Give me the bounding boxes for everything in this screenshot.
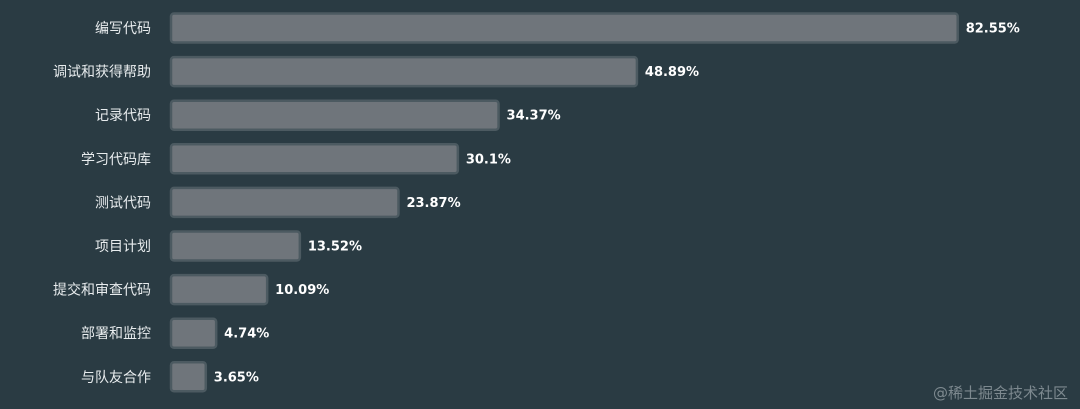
value-label: 48.89% bbox=[645, 65, 699, 80]
watermark: @稀土掘金技术社区 bbox=[932, 384, 1068, 402]
category-label: 提交和审查代码 bbox=[53, 282, 151, 299]
value-label: 30.1% bbox=[466, 152, 511, 167]
category-label: 调试和获得帮助 bbox=[53, 64, 151, 81]
value-label: 10.09% bbox=[275, 283, 329, 298]
bar-7 bbox=[169, 317, 218, 349]
value-label: 23.87% bbox=[406, 196, 460, 211]
bar-1 bbox=[169, 55, 639, 88]
value-label: 13.52% bbox=[308, 240, 362, 255]
bar-8 bbox=[169, 361, 208, 393]
category-label: 部署和监控 bbox=[81, 326, 151, 342]
category-label: 测试代码 bbox=[95, 195, 151, 211]
bar-6 bbox=[169, 273, 269, 306]
category-label: 与队友合作 bbox=[81, 370, 151, 386]
value-label: 3.65% bbox=[214, 370, 259, 385]
value-label: 82.55% bbox=[966, 22, 1020, 37]
category-label: 编写代码 bbox=[95, 21, 151, 37]
category-label: 记录代码 bbox=[95, 108, 151, 124]
bar-2 bbox=[169, 99, 500, 131]
category-label: 项目计划 bbox=[95, 239, 151, 255]
value-label: 4.74% bbox=[224, 327, 269, 342]
bar-4 bbox=[169, 186, 400, 219]
bar-0 bbox=[169, 12, 959, 44]
bar-5 bbox=[169, 230, 302, 262]
bar-3 bbox=[169, 143, 460, 175]
value-label: 34.37% bbox=[507, 109, 561, 124]
category-label: 学习代码库 bbox=[81, 152, 151, 168]
